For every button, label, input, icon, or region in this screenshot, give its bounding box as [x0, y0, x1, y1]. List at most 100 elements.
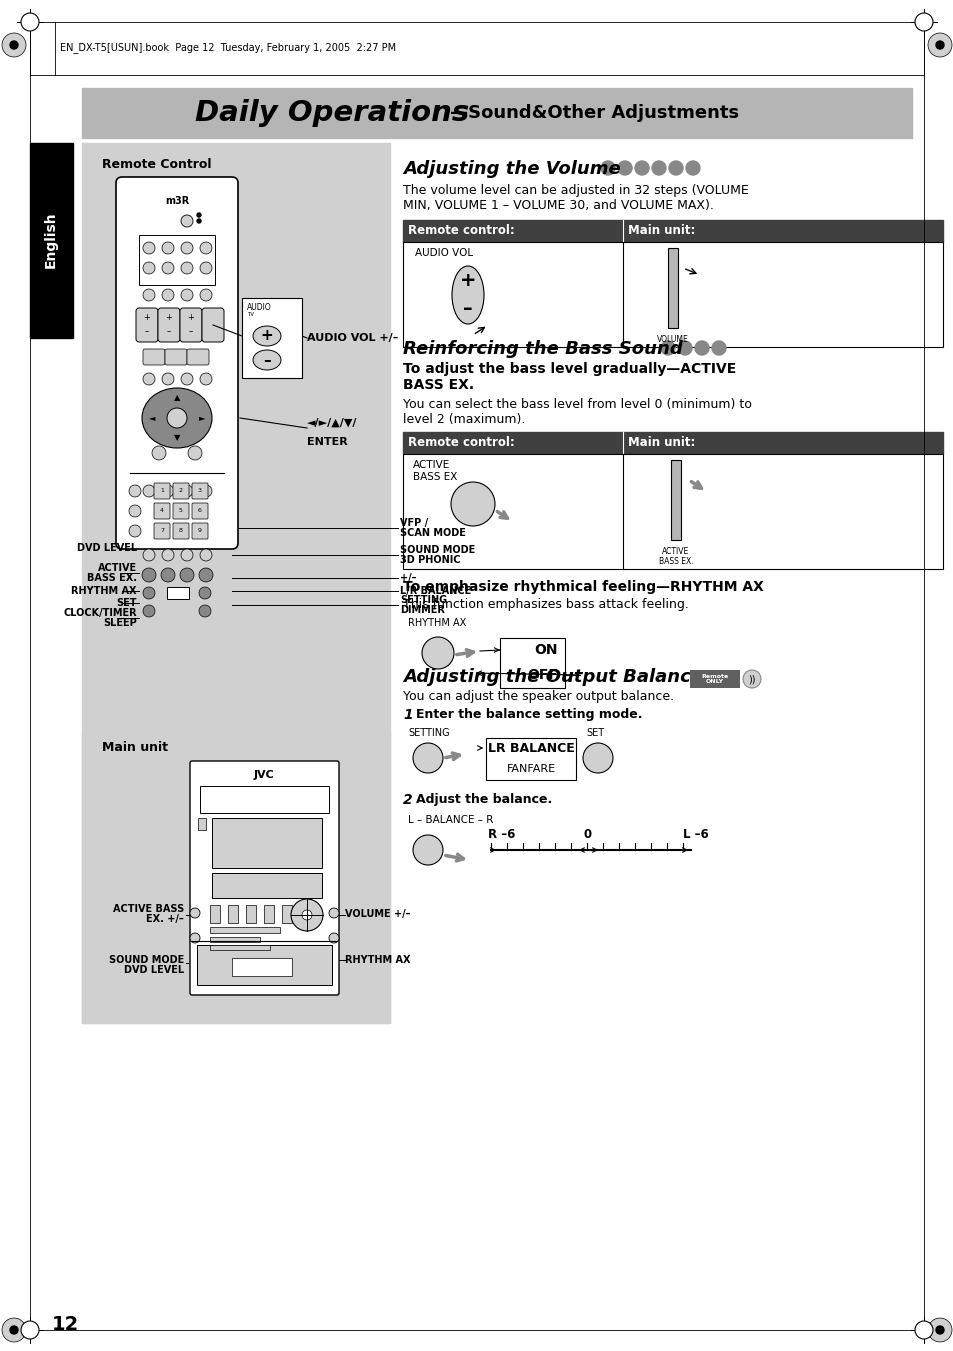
Circle shape	[181, 242, 193, 254]
Bar	[264, 905, 274, 923]
Bar	[246, 905, 255, 923]
Circle shape	[914, 14, 932, 31]
Circle shape	[196, 213, 201, 218]
Circle shape	[181, 373, 193, 385]
FancyBboxPatch shape	[192, 484, 208, 499]
FancyBboxPatch shape	[153, 503, 170, 519]
Bar	[82, 88, 911, 138]
Bar	[212, 817, 322, 867]
Circle shape	[711, 340, 725, 355]
Text: Adjusting the Output Balance: Adjusting the Output Balance	[402, 667, 702, 686]
Bar	[282, 905, 292, 923]
Text: ▲: ▲	[173, 393, 180, 403]
FancyBboxPatch shape	[172, 503, 189, 519]
Circle shape	[181, 262, 193, 274]
Text: +/–: +/–	[399, 573, 416, 584]
Circle shape	[162, 289, 173, 301]
Text: 6: 6	[198, 508, 202, 513]
Circle shape	[2, 32, 26, 57]
Text: Main unit: Main unit	[102, 740, 168, 754]
Bar	[139, 235, 214, 285]
Circle shape	[143, 373, 154, 385]
Bar	[212, 873, 322, 898]
Circle shape	[143, 262, 154, 274]
Text: RHYTHM AX: RHYTHM AX	[345, 955, 410, 965]
Text: +: +	[143, 313, 151, 323]
FancyBboxPatch shape	[153, 484, 170, 499]
Ellipse shape	[253, 350, 281, 370]
Text: This function emphasizes bass attack feeling.: This function emphasizes bass attack fee…	[402, 598, 688, 611]
Circle shape	[129, 505, 141, 517]
Bar	[210, 927, 280, 934]
FancyBboxPatch shape	[180, 308, 202, 342]
Circle shape	[685, 161, 700, 176]
Circle shape	[199, 605, 211, 617]
Circle shape	[413, 835, 442, 865]
Bar	[82, 143, 390, 1023]
Text: VFP /
SCAN MODE: VFP / SCAN MODE	[399, 517, 465, 539]
Circle shape	[161, 567, 174, 582]
Text: –: –	[463, 300, 473, 319]
Text: R –6: R –6	[488, 828, 515, 842]
Circle shape	[618, 161, 631, 176]
Bar	[232, 958, 292, 975]
FancyBboxPatch shape	[153, 523, 170, 539]
Text: L – BALANCE – R: L – BALANCE – R	[408, 815, 493, 825]
Circle shape	[200, 373, 212, 385]
Circle shape	[143, 586, 154, 598]
Text: 8: 8	[179, 528, 183, 534]
Text: 12: 12	[52, 1316, 79, 1335]
FancyBboxPatch shape	[202, 308, 224, 342]
FancyBboxPatch shape	[165, 349, 187, 365]
Text: ◄/►/▲/▼/: ◄/►/▲/▼/	[307, 417, 357, 428]
Circle shape	[10, 1325, 18, 1333]
Circle shape	[582, 743, 613, 773]
Circle shape	[143, 289, 154, 301]
Text: TV: TV	[247, 312, 253, 317]
Text: DVD LEVEL: DVD LEVEL	[77, 543, 137, 553]
Circle shape	[935, 1325, 943, 1333]
Text: ACTIVE
BASS EX.: ACTIVE BASS EX.	[658, 547, 693, 566]
Circle shape	[914, 1321, 932, 1339]
Text: SOUND MODE
3D PHONIC: SOUND MODE 3D PHONIC	[399, 544, 475, 566]
Circle shape	[421, 638, 454, 669]
Text: RHYTHM AX: RHYTHM AX	[408, 617, 466, 628]
Bar	[402, 242, 942, 347]
Circle shape	[200, 289, 212, 301]
Circle shape	[2, 1319, 26, 1342]
Bar	[30, 143, 73, 338]
Text: Adjust the balance.: Adjust the balance.	[416, 793, 552, 807]
Text: –: –	[167, 327, 171, 336]
Text: BASS EX.: BASS EX.	[402, 378, 474, 392]
Text: Main unit:: Main unit:	[627, 224, 695, 238]
Text: EN_DX-T5[USUN].book  Page 12  Tuesday, February 1, 2005  2:27 PM: EN_DX-T5[USUN].book Page 12 Tuesday, Feb…	[60, 42, 395, 54]
Circle shape	[329, 934, 338, 943]
Text: 2: 2	[402, 793, 413, 807]
Bar	[228, 905, 237, 923]
Bar	[198, 817, 206, 830]
Text: –: –	[145, 327, 149, 336]
Text: ◄: ◄	[149, 413, 155, 423]
Text: +: +	[459, 272, 476, 290]
Text: Main unit:: Main unit:	[627, 436, 695, 450]
Circle shape	[668, 161, 682, 176]
Text: SETTING: SETTING	[408, 728, 449, 738]
Circle shape	[451, 482, 495, 526]
Circle shape	[21, 14, 39, 31]
Circle shape	[190, 908, 200, 917]
Text: English: English	[44, 212, 58, 269]
Text: LR BALANCE: LR BALANCE	[487, 742, 574, 754]
Circle shape	[162, 242, 173, 254]
Circle shape	[129, 526, 141, 536]
Text: ACTIVE
BASS EX: ACTIVE BASS EX	[413, 459, 456, 481]
Circle shape	[181, 289, 193, 301]
Text: Daily Operations: Daily Operations	[194, 99, 469, 127]
Circle shape	[129, 485, 141, 497]
Text: L/R BALANCE: L/R BALANCE	[399, 586, 471, 596]
Bar	[210, 905, 220, 923]
Text: JVC: JVC	[253, 770, 274, 780]
Circle shape	[302, 911, 312, 920]
FancyBboxPatch shape	[158, 308, 180, 342]
Text: You can select the bass level from level 0 (minimum) to: You can select the bass level from level…	[402, 399, 751, 411]
Text: To emphasize rhythmical feeling—RHYTHM AX: To emphasize rhythmical feeling—RHYTHM A…	[402, 580, 763, 594]
